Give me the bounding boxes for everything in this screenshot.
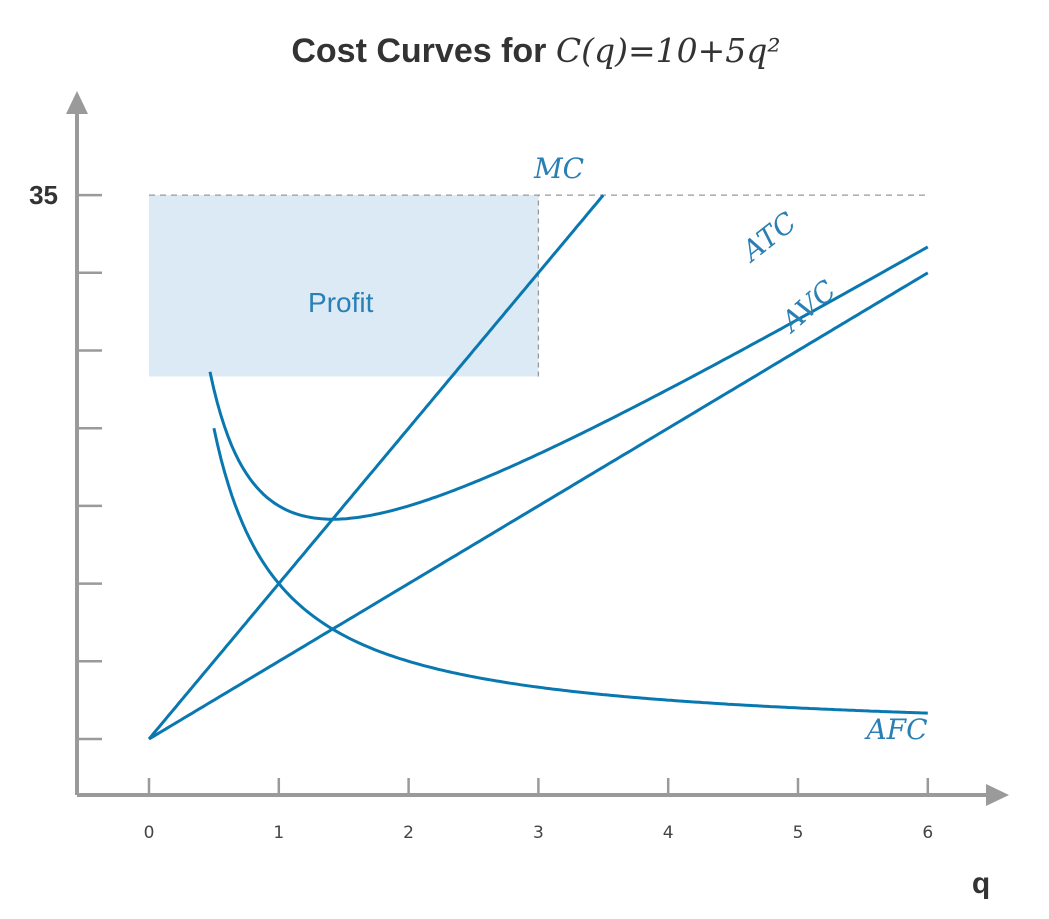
series-atc-label: ATC — [733, 205, 802, 269]
series-mc-label: MC — [533, 152, 584, 185]
profit-region — [149, 195, 539, 377]
series-afc-label: AFC — [863, 713, 927, 746]
chart-title: Cost Curves for C(q)=10+5q² — [291, 31, 780, 70]
series-avc-line — [148, 271, 929, 741]
series-afc-line — [212, 427, 928, 715]
x-tick-label: 1 — [273, 823, 284, 843]
series-mc-line — [147, 194, 605, 740]
y-axis-arrow — [66, 91, 88, 114]
x-tick-label: 2 — [403, 823, 414, 843]
x-tick-label: 4 — [663, 823, 674, 843]
profit-label: Profit — [308, 287, 374, 318]
y-tick-label: 35 — [29, 180, 58, 210]
x-tick-label: 6 — [922, 823, 933, 843]
chart-title-formula: C(q)=10+5q² — [556, 31, 781, 70]
x-tick-label: 3 — [533, 823, 544, 843]
x-tick-label: 5 — [793, 823, 804, 843]
series-atc-line — [208, 245, 929, 521]
x-axis-arrow — [986, 784, 1009, 806]
chart-title-prefix: Cost Curves for — [291, 32, 556, 70]
x-axis-label: q — [972, 867, 990, 900]
x-tick-label: 0 — [144, 823, 155, 843]
